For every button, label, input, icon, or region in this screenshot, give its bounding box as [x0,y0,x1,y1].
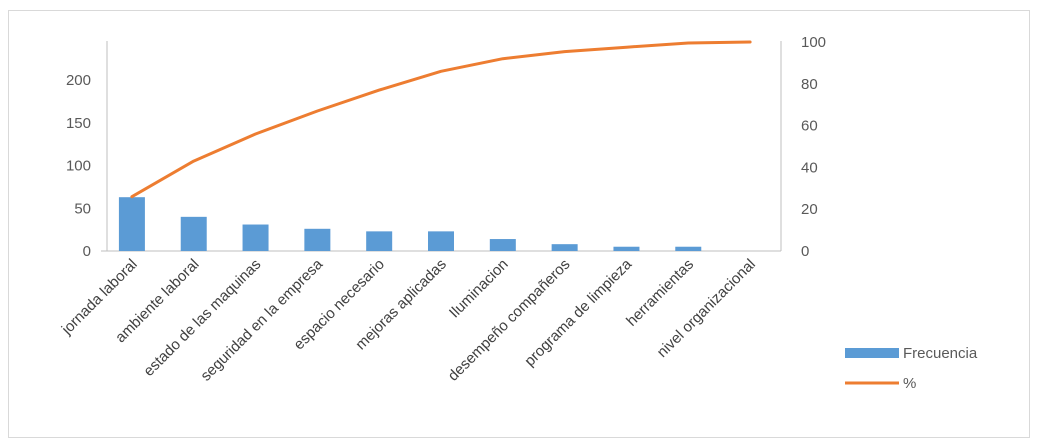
pareto-chart: 0 50 100 150 200 0 20 40 60 80 100 jornada labora… [58,34,978,392]
percent-line-series [130,40,752,199]
right-tick-label: 20 [801,201,818,218]
bar-frecuencia [180,216,207,251]
left-tick-label: 200 [66,72,91,89]
legend-label-percent: % [903,375,916,392]
category-label: programa de limpieza [521,255,635,369]
bar-frecuencia [366,231,393,251]
frecuencia-bars [118,197,702,251]
left-y-axis: 0 50 100 150 200 [66,41,108,260]
bar-frecuencia [118,197,145,251]
left-tick-label: 50 [74,200,91,217]
right-tick-label: 60 [801,118,818,135]
left-tick-label: 0 [83,243,91,260]
category-label: Iluminacion [446,256,512,322]
bar-frecuencia [242,224,269,251]
left-tick-label: 100 [66,158,91,175]
percent-line [130,40,752,199]
right-tick-label: 100 [801,34,826,51]
bar-frecuencia [489,239,516,251]
bar-frecuencia [304,228,331,251]
legend: Frecuencia % [845,345,978,392]
legend-swatch-frecuencia [845,348,899,358]
bar-frecuencia [551,244,578,251]
right-tick-label: 40 [801,159,818,176]
bar-frecuencia [428,231,454,251]
bar-frecuencia [613,246,640,251]
left-tick-label: 150 [66,115,91,132]
chart-container: 0 50 100 150 200 0 20 40 60 80 100 jornada labora… [8,10,1030,438]
category-label: estado de las maquinas [140,256,264,380]
bar-frecuencia [675,246,702,251]
right-tick-label: 80 [801,76,818,93]
category-label: desempeño compañeros [445,256,574,385]
right-tick-label: 0 [801,243,809,260]
category-label: seguridad en la empresa [197,255,326,384]
legend-label-frecuencia: Frecuencia [903,345,978,362]
